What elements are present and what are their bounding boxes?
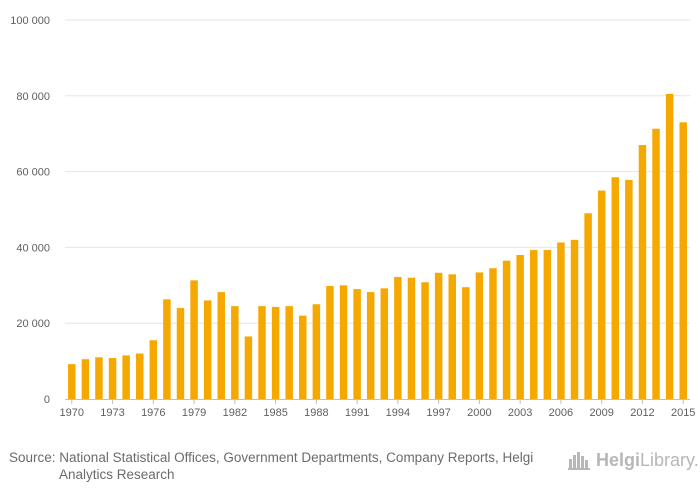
city-skyline-icon bbox=[568, 452, 590, 470]
bar-1994[interactable] bbox=[394, 276, 402, 399]
bar-1970[interactable] bbox=[68, 364, 76, 399]
bar-2014[interactable] bbox=[665, 93, 674, 399]
bar-1993[interactable] bbox=[380, 288, 389, 399]
bar-1982[interactable] bbox=[231, 306, 239, 399]
y-tick-label: 80 000 bbox=[16, 91, 50, 103]
logo-brand-bold: Helgi bbox=[596, 449, 641, 470]
bar-series bbox=[68, 93, 687, 399]
x-tick-label: 1976 bbox=[141, 407, 165, 419]
bar-2007[interactable] bbox=[570, 239, 579, 399]
bar-1972[interactable] bbox=[95, 357, 103, 399]
bar-2011[interactable] bbox=[625, 179, 633, 399]
bar-2005[interactable] bbox=[543, 250, 552, 399]
source-text: National Statistical Offices, Government… bbox=[59, 450, 534, 482]
bar-1983[interactable] bbox=[244, 336, 253, 399]
x-tick-label: 2012 bbox=[630, 407, 654, 419]
x-tick-label: 1994 bbox=[386, 407, 410, 419]
bar-1975[interactable] bbox=[135, 353, 144, 399]
bar-1980[interactable] bbox=[203, 300, 212, 399]
y-tick-label: 100 000 bbox=[10, 15, 50, 27]
x-tick-label: 1970 bbox=[60, 407, 84, 419]
x-tick-label: 2006 bbox=[549, 407, 573, 419]
bar-1991[interactable] bbox=[353, 289, 361, 399]
y-axis-ticks: 0 20 000 40 000 60 000 80 000 100 000 bbox=[10, 15, 50, 406]
y-tick-label: 40 000 bbox=[16, 242, 50, 254]
bar-1988[interactable] bbox=[312, 304, 321, 399]
x-tick-label: 2015 bbox=[671, 407, 695, 419]
bar-2009[interactable] bbox=[597, 190, 606, 399]
bar-1985[interactable] bbox=[271, 306, 280, 399]
x-tick-label: 2009 bbox=[589, 407, 613, 419]
bar-1977[interactable] bbox=[163, 299, 171, 399]
x-axis-ticks: 1970 1973 1976 1979 1982 1985 1988 1991 1994 1997… bbox=[60, 399, 695, 419]
bar-1992[interactable] bbox=[366, 292, 375, 399]
bar-2008[interactable] bbox=[584, 213, 592, 399]
bar-1979[interactable] bbox=[190, 280, 198, 399]
bar-2003[interactable] bbox=[516, 254, 524, 399]
bar-1974[interactable] bbox=[122, 355, 130, 399]
bar-2000[interactable] bbox=[475, 272, 484, 399]
y-tick-label: 0 bbox=[44, 394, 50, 406]
bar-1996[interactable] bbox=[421, 282, 429, 399]
bar-1973[interactable] bbox=[108, 358, 117, 399]
bar-2002[interactable] bbox=[502, 260, 511, 399]
bar-1998[interactable] bbox=[448, 274, 456, 399]
x-tick-label: 2000 bbox=[467, 407, 491, 419]
source-label: Source: bbox=[9, 450, 56, 465]
y-tick-label: 20 000 bbox=[16, 318, 50, 330]
bar-1981[interactable] bbox=[217, 292, 225, 399]
bar-2013[interactable] bbox=[652, 128, 660, 399]
x-tick-label: 2003 bbox=[508, 407, 532, 419]
bar-1990[interactable] bbox=[339, 285, 348, 399]
bar-2010[interactable] bbox=[611, 177, 620, 399]
source-footer: Source: National Statistical Offices, Go… bbox=[9, 449, 549, 483]
bar-2012[interactable] bbox=[638, 145, 647, 399]
bar-1989[interactable] bbox=[326, 286, 334, 399]
grid-lines bbox=[65, 19, 690, 324]
bar-1987[interactable] bbox=[299, 315, 307, 399]
bar-2015[interactable] bbox=[679, 122, 687, 399]
x-tick-label: 1991 bbox=[345, 407, 369, 419]
bar-2001[interactable] bbox=[489, 268, 497, 399]
x-tick-label: 1988 bbox=[304, 407, 328, 419]
bar-1986[interactable] bbox=[285, 306, 293, 399]
x-tick-label: 1982 bbox=[223, 407, 247, 419]
bar-1976[interactable] bbox=[149, 340, 158, 399]
x-tick-label: 1997 bbox=[426, 407, 450, 419]
bar-2006[interactable] bbox=[557, 242, 565, 399]
bar-1971[interactable] bbox=[81, 359, 90, 399]
bar-1995[interactable] bbox=[407, 277, 416, 399]
bar-1984[interactable] bbox=[258, 306, 266, 399]
bar-1978[interactable] bbox=[176, 308, 185, 399]
logo-brand-light: Library. bbox=[640, 449, 699, 470]
bar-1997[interactable] bbox=[434, 272, 443, 399]
x-tick-label: 1973 bbox=[100, 407, 124, 419]
bar-2004[interactable] bbox=[530, 250, 538, 399]
helgi-library-logo: HelgiLibrary. bbox=[568, 447, 699, 473]
x-tick-label: 1979 bbox=[182, 407, 206, 419]
y-tick-label: 60 000 bbox=[16, 167, 50, 179]
bar-1999[interactable] bbox=[462, 287, 470, 399]
x-tick-label: 1985 bbox=[263, 407, 287, 419]
